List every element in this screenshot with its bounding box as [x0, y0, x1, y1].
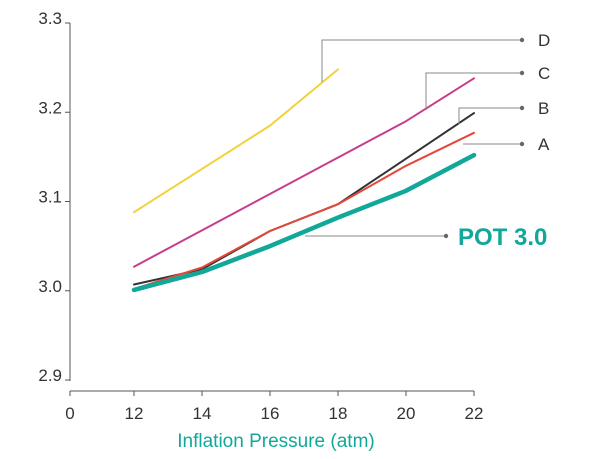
x-tick-label: 12 [125, 404, 144, 423]
x-axis-title: Inflation Pressure (atm) [177, 431, 374, 452]
series-label-c: C [538, 64, 550, 83]
callout-leader-b [458, 107, 522, 124]
series-label-d: D [538, 31, 550, 50]
callout-dot-c [519, 70, 525, 76]
x-tick-label: 18 [329, 404, 348, 423]
callout-dot-b [519, 105, 525, 111]
series-line-pot-3-0 [131, 152, 477, 293]
series-line-a [133, 131, 475, 290]
y-tick-label: 3.3 [38, 9, 62, 28]
y-tick-label: 3.2 [38, 98, 62, 117]
callout-dot-d [519, 37, 525, 43]
x-tick-label: 16 [261, 404, 280, 423]
x-tick-label: 20 [397, 404, 416, 423]
axes [69, 23, 474, 392]
callout-dot-pot-3-0 [443, 233, 449, 239]
y-tick-label: 2.9 [38, 366, 62, 385]
series-label-a: A [538, 135, 550, 154]
x-axis-ticks: 0 12 14 16 18 20 22 [65, 391, 483, 423]
x-tick-label: 0 [65, 404, 74, 423]
series-label-pot-3-0: POT 3.0 [458, 224, 547, 251]
y-axis-ticks: 2.9 3.0 3.1 3.2 3.3 [38, 9, 70, 385]
y-tick-label: 3.1 [38, 188, 62, 207]
callout-leader-c [425, 72, 522, 110]
y-tick-label: 3.0 [38, 277, 62, 296]
x-tick-label: 14 [193, 404, 212, 423]
x-tick-label: 22 [465, 404, 484, 423]
callout-leader-d [321, 39, 522, 82]
series-line-b [133, 112, 475, 286]
series-line-d [133, 68, 339, 214]
callout-dot-a [519, 141, 525, 147]
series-line-c [133, 77, 475, 268]
series-label-b: B [538, 99, 549, 118]
series-lines [131, 68, 477, 293]
